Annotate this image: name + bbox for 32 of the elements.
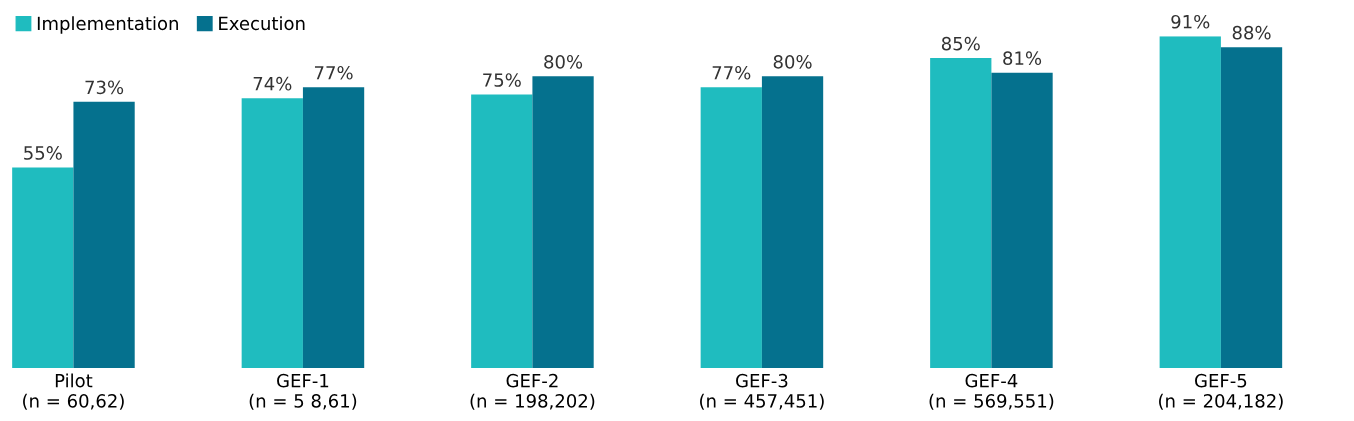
bar xyxy=(12,167,74,368)
data-label: 55% xyxy=(24,146,62,160)
data-label: 91% xyxy=(1171,14,1210,29)
x-tick-label: GEF-3 (n = 457,451) xyxy=(700,373,824,410)
data-label: 81% xyxy=(1003,51,1042,65)
bar xyxy=(73,101,135,368)
bar xyxy=(700,87,762,368)
x-tick-label: Pilot (n = 60,62) xyxy=(23,373,124,410)
data-label: 74% xyxy=(253,76,292,91)
data-label: 75% xyxy=(483,73,521,87)
bar xyxy=(1159,36,1221,368)
data-label: 88% xyxy=(1232,25,1271,40)
bar xyxy=(241,98,303,368)
bar xyxy=(532,76,594,368)
data-label: 85% xyxy=(941,36,980,51)
legend-label: Implementation xyxy=(37,16,178,34)
data-label: 80% xyxy=(544,54,583,69)
x-tick-label: GEF-1 (n = 5 8,61) xyxy=(249,373,357,410)
bar xyxy=(471,94,533,368)
data-label: 80% xyxy=(773,54,812,69)
x-tick-label: GEF-2 (n = 198,202) xyxy=(470,373,595,410)
bar xyxy=(991,72,1053,368)
bar xyxy=(930,58,992,368)
data-label: 73% xyxy=(85,80,124,95)
bar xyxy=(302,87,365,368)
data-label: 77% xyxy=(314,65,353,80)
data-label: 77% xyxy=(712,65,751,80)
x-tick-label: GEF-5 (n = 204,182) xyxy=(1159,373,1283,410)
x-tick-label: GEF-4 (n = 569,551) xyxy=(929,373,1054,410)
legend-label: Execution xyxy=(219,16,305,31)
bar xyxy=(761,76,824,368)
bar xyxy=(1220,47,1283,368)
